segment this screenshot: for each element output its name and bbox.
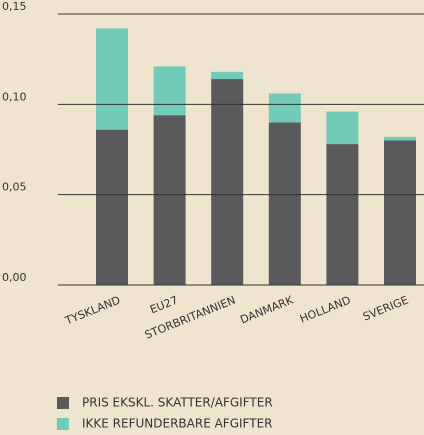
bar-segment [326,111,359,145]
bar-segment [384,140,416,285]
y-tick-label: 0,15 [2,0,27,13]
x-tick-label: TYSKLAND [62,294,122,328]
bar-segment [153,115,186,285]
y-tick-label: 0,00 [2,271,27,284]
bar-segment [153,66,186,116]
x-tick-label: HOLLAND [298,294,353,326]
bar-segment [96,28,128,130]
bar-segment [384,136,416,141]
x-tick-label: DANMARK [238,293,295,326]
legend-label: IKKE REFUNDERBARE AFGIFTER [82,417,272,431]
legend-swatch [57,397,69,409]
legend-swatch [57,418,69,430]
bar-segment [211,71,244,80]
x-tick-label: EU27 [148,294,180,317]
legend-label: PRIS EKSKL. SKATTER/AFGIFTER [82,396,273,410]
bar-segment [268,122,301,286]
x-tick-label: SVERIGE [361,293,410,323]
bar-segment [326,144,359,285]
bar-segment [211,79,244,285]
bar-segment [96,129,128,285]
y-tick-label: 0,05 [2,181,27,194]
y-tick-label: 0,10 [2,90,27,103]
bar-segment [268,93,301,123]
